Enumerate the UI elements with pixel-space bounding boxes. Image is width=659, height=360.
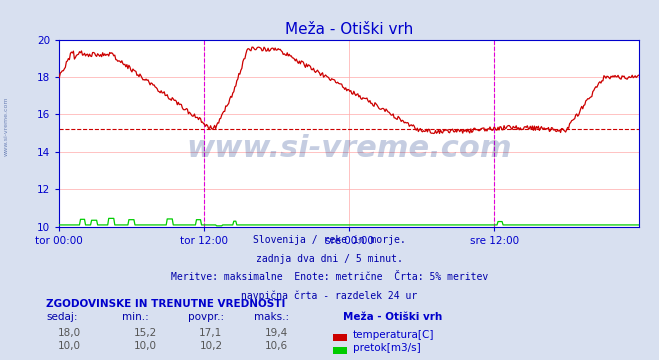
Text: 18,0: 18,0 [57, 328, 81, 338]
Text: navpična črta - razdelek 24 ur: navpična črta - razdelek 24 ur [241, 291, 418, 301]
Text: 10,0: 10,0 [58, 341, 80, 351]
Text: min.:: min.: [122, 312, 149, 323]
Text: maks.:: maks.: [254, 312, 289, 323]
Text: 10,0: 10,0 [134, 341, 156, 351]
Text: pretok[m3/s]: pretok[m3/s] [353, 343, 420, 353]
Text: povpr.:: povpr.: [188, 312, 224, 323]
Text: 10,2: 10,2 [199, 341, 223, 351]
Text: Slovenija / reke in morje.: Slovenija / reke in morje. [253, 235, 406, 245]
Text: 17,1: 17,1 [199, 328, 223, 338]
Text: www.si-vreme.com: www.si-vreme.com [3, 96, 9, 156]
Text: 10,6: 10,6 [265, 341, 289, 351]
Text: 15,2: 15,2 [133, 328, 157, 338]
FancyBboxPatch shape [333, 334, 347, 341]
Text: zadnja dva dni / 5 minut.: zadnja dva dni / 5 minut. [256, 254, 403, 264]
Text: Meža - Otiški vrh: Meža - Otiški vrh [343, 312, 442, 323]
Text: 19,4: 19,4 [265, 328, 289, 338]
FancyBboxPatch shape [333, 347, 347, 354]
Title: Meža - Otiški vrh: Meža - Otiški vrh [285, 22, 413, 37]
Text: Meritve: maksimalne  Enote: metrične  Črta: 5% meritev: Meritve: maksimalne Enote: metrične Črta… [171, 273, 488, 283]
Text: temperatura[C]: temperatura[C] [353, 330, 434, 340]
Text: ZGODOVINSKE IN TRENUTNE VREDNOSTI: ZGODOVINSKE IN TRENUTNE VREDNOSTI [46, 299, 285, 309]
Text: sedaj:: sedaj: [46, 312, 78, 323]
Text: www.si-vreme.com: www.si-vreme.com [186, 134, 512, 163]
